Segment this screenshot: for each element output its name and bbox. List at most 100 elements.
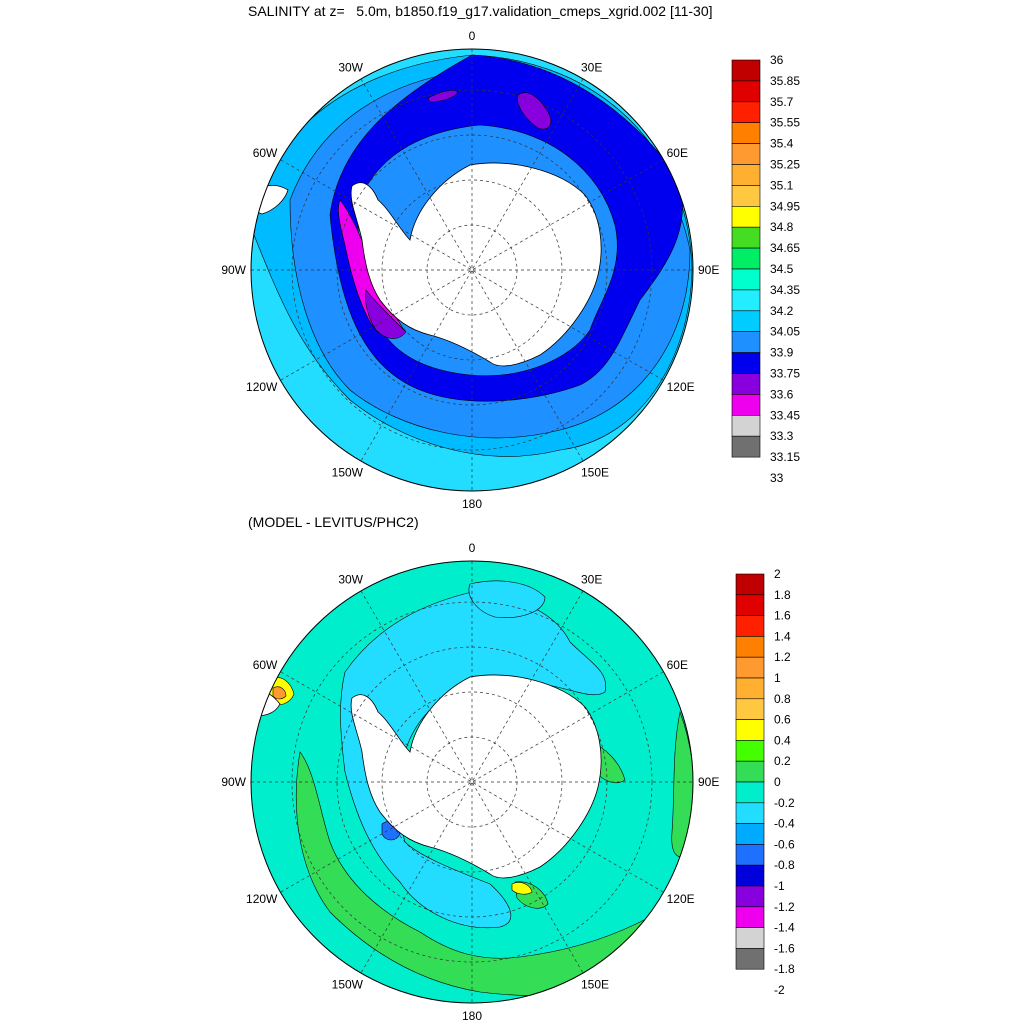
top-colorbar-box-2 [731, 101, 761, 124]
top-graticule [251, 49, 693, 491]
bottom-colorbar-label-11: -0.2 [774, 796, 795, 810]
bottom-colorbar-box-0 [735, 573, 765, 596]
bottom-light-patch [468, 580, 546, 618]
top-map-fields [251, 49, 693, 491]
bottom-colorbar-box-13 [735, 844, 765, 866]
bottom-colorbar-label-7: 0.6 [774, 713, 791, 727]
top-colorbar-label-19: 33.15 [770, 450, 800, 464]
top-colorbar-label-20: 33 [770, 471, 784, 485]
bottom-colorbar-label-5: 1 [774, 671, 781, 685]
bottom-colorbar-box-10 [735, 781, 765, 804]
top-colorbar-box-14 [731, 352, 761, 374]
top-colorbar-box-1 [731, 80, 761, 103]
top-lon-label-11: 30W [338, 60, 363, 74]
bottom-lon-label-0: 0 [469, 541, 476, 555]
bottom-map-title: (MODEL - LEVITUS/PHC2) [248, 514, 419, 530]
top-colorbar-label-7: 34.95 [770, 199, 800, 213]
top-colorbar-label-5: 35.25 [770, 158, 800, 172]
top-lon-label-3: 90E [698, 263, 719, 277]
top-colorbar-box-18 [731, 435, 761, 458]
top-polar-map: 0 30E 60E 90E 120E 150E 180 150W 120W 90W 60W 30W 3… [221, 29, 800, 511]
bottom-colorbar-label-9: 0.2 [774, 754, 791, 768]
bottom-colorbar-label-16: -1.2 [774, 900, 795, 914]
top-colorbar-box-15 [731, 373, 761, 395]
bottom-colorbar-label-4: 1.2 [774, 650, 791, 664]
top-colorbar-box-16 [731, 394, 761, 416]
top-purple-band [365, 289, 407, 339]
top-colorbar-box-3 [731, 122, 761, 144]
top-map-panel: 0 30E 60E 90E 120E 150E 180 150W 120W 90W 60W 30W 3… [221, 29, 800, 511]
bottom-colorbar-box-9 [735, 760, 765, 783]
bottom-colorbar-label-14: -0.8 [774, 858, 795, 872]
bottom-colorbar-box-15 [735, 885, 765, 908]
top-colorbar-label-8: 34.8 [770, 220, 794, 234]
top-colorbar-label-1: 35.85 [770, 74, 800, 88]
bottom-colorbar-box-5 [735, 677, 765, 700]
top-colorbar-box-0 [731, 59, 761, 82]
bottom-colorbar-box-2 [735, 615, 765, 637]
top-colorbar-label-16: 33.6 [770, 387, 794, 401]
bottom-colorbar-label-2: 1.6 [774, 609, 791, 623]
bottom-map-fields [251, 561, 693, 1003]
bottom-colorbar-box-12 [735, 823, 765, 845]
top-colorbar-label-4: 35.4 [770, 137, 794, 151]
top-colorbar-box-12 [731, 310, 761, 332]
top-colorbar-box-5 [731, 164, 761, 186]
top-colorbar-label-10: 34.5 [770, 262, 794, 276]
top-map-title: SALINITY at z= 5.0m, b1850.f19_g17.valid… [248, 3, 713, 19]
bottom-lon-label-4: 120E [667, 892, 695, 906]
bottom-polar-map: 0 30E 60E 90E 120E 150E 180 150W 120W 90W 60W 30W 2… [221, 541, 795, 1023]
top-colorbar-label-13: 34.05 [770, 325, 800, 339]
bottom-colorbar-box-6 [735, 698, 765, 720]
bottom-lon-label-11: 30W [338, 572, 363, 586]
bottom-colorbar-label-12: -0.4 [774, 817, 795, 831]
bottom-colorbar-label-15: -1 [774, 879, 785, 893]
bottom-colorbar-box-17 [735, 927, 765, 949]
top-colorbar-box-8 [731, 226, 761, 249]
top-lon-label-8: 120W [246, 380, 278, 394]
top-colorbar-label-11: 34.35 [770, 283, 800, 297]
top-lon-label-6: 180 [462, 497, 482, 511]
bottom-colorbar-label-20: -2 [774, 983, 785, 997]
top-lon-label-7: 150W [332, 466, 364, 480]
top-colorbar-box-11 [731, 289, 761, 312]
top-lon-label-9: 90W [221, 263, 246, 277]
bottom-colorbar-label-8: 0.4 [774, 733, 791, 747]
top-colorbar-box-4 [731, 143, 761, 165]
bottom-lon-label-8: 120W [246, 892, 278, 906]
top-colorbar-label-3: 35.55 [770, 116, 800, 130]
top-lon-label-1: 30E [581, 60, 602, 74]
top-lon-label-4: 120E [667, 380, 695, 394]
bottom-colorbar-box-8 [735, 740, 765, 762]
bottom-map-panel: 0 30E 60E 90E 120E 150E 180 150W 120W 90W 60W 30W 2… [0, 512, 1024, 1024]
top-map-border [250, 48, 694, 492]
bottom-colorbar-box-18 [735, 948, 765, 970]
top-colorbar: 36 35.85 35.7 35.55 35.4 35.25 35.1 34.95 34.8 34… [731, 53, 800, 485]
bottom-lon-label-10: 60W [253, 658, 278, 672]
top-lon-label-0: 0 [469, 29, 476, 43]
bottom-lon-label-3: 90E [698, 775, 719, 789]
top-colorbar-label-15: 33.75 [770, 367, 800, 381]
top-colorbar-label-14: 33.9 [770, 346, 794, 360]
bottom-lon-label-2: 60E [667, 658, 688, 672]
top-colorbar-label-0: 36 [770, 53, 784, 67]
bottom-colorbar-label-10: 0 [774, 775, 781, 789]
bottom-lon-label-1: 30E [581, 572, 602, 586]
bottom-colorbar-box-4 [735, 656, 765, 679]
bottom-lon-label-6: 180 [462, 1009, 482, 1023]
bottom-map-border [250, 560, 694, 1004]
bottom-lon-label-9: 90W [221, 775, 246, 789]
bottom-colorbar: 2 1.8 1.6 1.4 1.2 1 0.8 0.6 0.4 0.2 0 -0.2 -0.4 -0.6 -… [735, 567, 795, 997]
top-colorbar-label-9: 34.65 [770, 241, 800, 255]
top-colorbar-box-10 [731, 268, 761, 291]
bottom-colorbar-label-13: -0.6 [774, 837, 795, 851]
bottom-colorbar-box-7 [735, 719, 765, 741]
bottom-graticule [251, 561, 693, 1003]
bottom-lon-label-7: 150W [332, 978, 364, 992]
top-colorbar-label-6: 35.1 [770, 178, 794, 192]
top-colorbar-box-7 [731, 206, 761, 228]
top-purple-patch-2 [427, 90, 459, 103]
top-colorbar-label-2: 35.7 [770, 95, 794, 109]
bottom-colorbar-box-11 [735, 802, 765, 824]
top-colorbar-box-9 [731, 247, 761, 270]
